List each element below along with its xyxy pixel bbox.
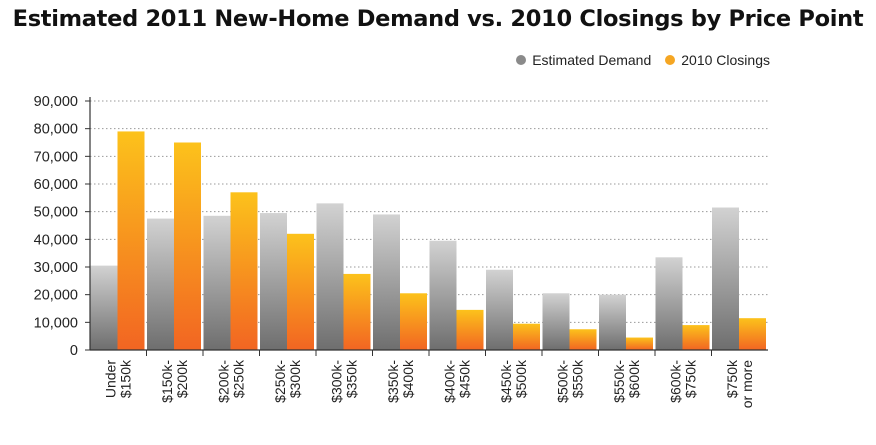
x-tick-label-line: $250k- xyxy=(272,360,288,403)
x-tick-label-line: $400k- xyxy=(441,360,457,403)
x-tick-label-line: $200k xyxy=(174,359,190,398)
x-tick-label: $450k-$500k xyxy=(498,359,529,403)
x-tick-label: $350k-$400k xyxy=(385,359,416,403)
x-tick-label: $300k-$350k xyxy=(328,359,359,403)
x-tick-label: $500k-$550k xyxy=(554,359,585,403)
bar-2010-closings xyxy=(456,309,484,350)
y-tick-label: 10,000 xyxy=(34,315,78,331)
bar-estimated-demand xyxy=(486,269,513,350)
x-tick-label: $750kor more xyxy=(724,359,755,408)
x-tick-label-line: $600k xyxy=(626,359,642,398)
y-tick-label: 40,000 xyxy=(34,232,78,248)
y-tick-label: 70,000 xyxy=(34,149,78,165)
bar-estimated-demand xyxy=(542,293,570,350)
x-tick-label-line: $550k- xyxy=(611,360,627,403)
bar-estimated-demand xyxy=(90,265,118,350)
x-tick-label-line: $350k xyxy=(343,359,359,398)
legend-swatch-2010-closings xyxy=(665,55,676,65)
bar-2010-closings xyxy=(569,329,597,350)
bar-2010-closings xyxy=(513,323,540,350)
y-tick-label: 20,000 xyxy=(34,288,78,304)
bar-2010-closings xyxy=(682,325,710,350)
x-tick-label: $150k-$200k xyxy=(159,359,190,403)
x-tick-label-line: $450k- xyxy=(498,360,514,403)
x-tick-label: Under$150k xyxy=(102,359,133,398)
x-tick-label-line: $250k xyxy=(230,359,246,398)
y-tick-label: 30,000 xyxy=(34,260,78,276)
x-tick-label-line: $750k xyxy=(724,359,740,398)
x-tick-label-line: $200k- xyxy=(215,360,231,403)
bar-2010-closings xyxy=(287,233,314,350)
x-tick-label-line: $150k- xyxy=(159,360,175,403)
x-tick-label: $400k-$450k xyxy=(441,359,472,403)
bar-2010-closings xyxy=(174,142,201,350)
legend-swatch-estimated-demand xyxy=(516,55,527,65)
x-tick-label-line: $150k xyxy=(117,359,133,398)
y-tick-label: 0 xyxy=(70,343,78,359)
x-tick-label: $200k-$250k xyxy=(215,359,246,403)
x-tick-label-line: $500k- xyxy=(554,360,570,403)
bar-estimated-demand xyxy=(147,218,174,350)
legend-item-estimated-demand: Estimated Demand xyxy=(516,52,651,68)
y-tick-label: 50,000 xyxy=(34,205,78,221)
bar-estimated-demand xyxy=(655,257,683,350)
x-tick-label-line: $350k- xyxy=(385,360,401,403)
legend-label-estimated-demand: Estimated Demand xyxy=(532,52,652,68)
chart-legend: Estimated Demand 2010 Closings xyxy=(502,52,770,68)
y-tick-label: 90,000 xyxy=(34,94,78,110)
x-tick-label-line: or more xyxy=(739,360,755,408)
bar-estimated-demand xyxy=(429,240,457,350)
x-tick-label-line: $550k xyxy=(569,359,585,398)
x-tick-label: $600k-$750k xyxy=(667,359,698,403)
bar-2010-closings xyxy=(343,273,371,350)
x-tick-label: $550k-$600k xyxy=(611,359,642,403)
x-tick-label-line: $450k xyxy=(456,359,472,398)
x-tick-label-line: $300k xyxy=(287,359,303,398)
legend-item-2010-closings: 2010 Closings xyxy=(665,52,770,68)
bar-estimated-demand xyxy=(712,207,739,350)
x-tick-label-line: $500k xyxy=(513,359,529,398)
x-tick-label-line: $400k xyxy=(400,359,416,398)
bar-2010-closings xyxy=(117,131,145,350)
bar-2010-closings xyxy=(626,337,653,350)
legend-label-2010-closings: 2010 Closings xyxy=(681,52,770,68)
y-tick-label: 60,000 xyxy=(34,177,78,193)
x-tick-label-line: $600k- xyxy=(667,360,683,403)
x-tick-label-line: Under xyxy=(102,360,118,398)
x-tick-label-line: $300k- xyxy=(328,360,344,403)
y-tick-label: 80,000 xyxy=(34,122,78,138)
bar-estimated-demand xyxy=(316,203,344,350)
bar-2010-closings xyxy=(230,192,258,350)
bar-estimated-demand xyxy=(373,214,400,350)
bar-2010-closings xyxy=(739,318,766,350)
chart-title: Estimated 2011 New-Home Demand vs. 2010 … xyxy=(12,6,864,32)
x-tick-label-line: $750k xyxy=(682,359,698,398)
bar-2010-closings xyxy=(400,293,427,350)
bar-estimated-demand xyxy=(260,213,287,350)
bar-estimated-demand xyxy=(203,215,231,350)
x-tick-label: $250k-$300k xyxy=(272,359,303,403)
bar-estimated-demand xyxy=(599,294,626,350)
